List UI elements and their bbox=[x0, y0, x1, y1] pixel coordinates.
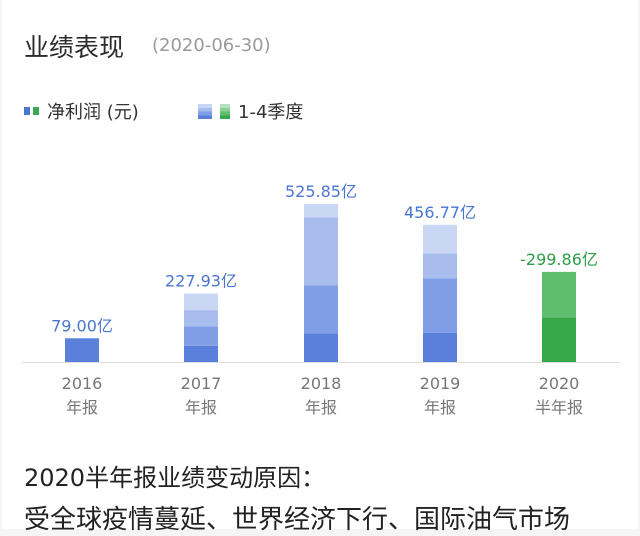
green-swatch-icon bbox=[33, 107, 39, 115]
value-label-2: 227.93亿 bbox=[165, 272, 237, 291]
x-tick-label-2-line2: 年报 bbox=[185, 398, 217, 417]
report-date: (2020-06-30) bbox=[152, 35, 271, 56]
bar-3-q2 bbox=[304, 285, 338, 334]
bar-5-q2 bbox=[542, 271, 576, 318]
quarter-blue-swatch-icon bbox=[198, 103, 212, 119]
x-tick-label-4-line1: 2019 bbox=[420, 374, 461, 393]
x-tick-label-3-line2: 年报 bbox=[305, 398, 337, 417]
legend-quarters: 1-4季度 bbox=[198, 98, 303, 124]
x-tick-label-4-line2: 年报 bbox=[424, 398, 456, 417]
value-label-1: 79.00亿 bbox=[51, 316, 113, 335]
x-tick-label-5-line1: 2020 bbox=[539, 374, 580, 393]
bar-3-q4 bbox=[304, 204, 338, 218]
bar-4-q4 bbox=[423, 224, 457, 254]
x-tick-label-1-line2: 年报 bbox=[66, 398, 98, 417]
bar-5-q1 bbox=[542, 317, 576, 362]
bar-3-q1 bbox=[304, 333, 338, 362]
reason-title: 2020半年报业绩变动原因： bbox=[24, 464, 326, 492]
legend-net-profit-label: 净利润 (元) bbox=[47, 102, 139, 123]
value-label-4: 456.77亿 bbox=[404, 203, 476, 222]
bar-2-q4 bbox=[184, 293, 218, 311]
value-label-3: 525.85亿 bbox=[285, 182, 357, 201]
quarter-green-swatch-icon bbox=[220, 103, 230, 119]
x-tick-label-5-line2: 半年报 bbox=[535, 398, 583, 417]
legend-net-profit: 净利润 (元) bbox=[24, 98, 139, 124]
bar-3-q3 bbox=[304, 217, 338, 286]
page-title: 业绩表现 bbox=[24, 33, 125, 62]
bar-2-q1 bbox=[184, 345, 218, 362]
x-tick-label-2-line1: 2017 bbox=[181, 374, 222, 393]
blue-swatch-icon bbox=[24, 107, 30, 115]
bar-2-q2 bbox=[184, 326, 218, 346]
bar-4-q2 bbox=[423, 278, 457, 333]
x-tick-label-3-line1: 2018 bbox=[301, 374, 342, 393]
bar-4-q1 bbox=[423, 332, 457, 362]
bar-2-q3 bbox=[184, 310, 218, 327]
x-tick-label-1-line1: 2016 bbox=[62, 374, 103, 393]
legend-quarters-label: 1-4季度 bbox=[238, 102, 304, 123]
bar-4-q3 bbox=[423, 253, 457, 279]
bar-1-q1 bbox=[65, 338, 99, 362]
value-label-5: -299.86亿 bbox=[520, 250, 598, 269]
